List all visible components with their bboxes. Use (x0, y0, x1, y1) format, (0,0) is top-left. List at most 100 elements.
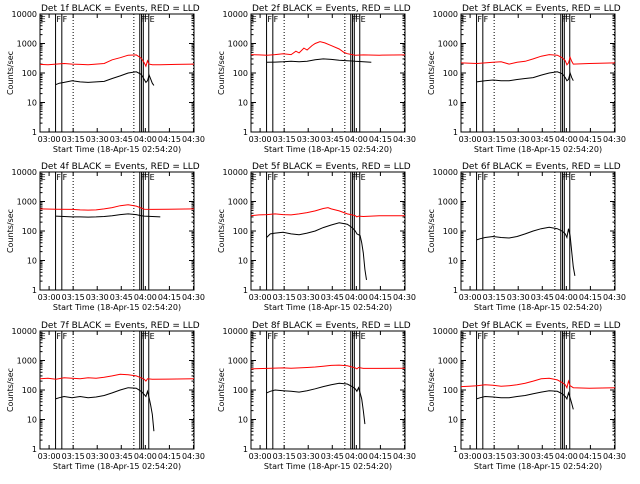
x-tick-label: 03:15 (483, 135, 506, 144)
interval-marker-label: F (352, 173, 357, 182)
x-tick-label: 04:15 (158, 135, 181, 144)
lld-series-line (460, 377, 616, 390)
y-tick-label: 1 (453, 286, 458, 295)
x-axis-label: Start Time (18-Apr-15 02:54:20) (53, 462, 181, 471)
y-tick-label: 100 (233, 69, 248, 78)
x-tick-label: 04:30 (393, 452, 416, 461)
interval-marker-label: E (462, 15, 467, 24)
x-tick-label: 03:30 (297, 452, 320, 461)
y-axis-label: Counts/sec (427, 51, 436, 95)
x-tick-label: 03:30 (507, 452, 530, 461)
x-tick-label: 03:45 (110, 293, 133, 302)
x-axis-label: Start Time (18-Apr-15 02:54:20) (474, 145, 602, 154)
y-tick-label: 1 (243, 128, 248, 137)
events-series-line (55, 387, 155, 432)
lld-series-line (39, 204, 195, 211)
interval-marker-label: F (267, 332, 272, 341)
y-tick-label: 100 (233, 386, 248, 395)
interval-marker-label: E (41, 15, 46, 24)
x-tick-label: 03:00 (38, 452, 61, 461)
y-tick-label: 10 (448, 99, 458, 108)
x-tick-label: 03:00 (459, 293, 482, 302)
y-tick-label: 10000 (223, 10, 248, 19)
interval-marker-label: F (355, 173, 360, 182)
x-axis-label: Start Time (18-Apr-15 02:54:20) (53, 303, 181, 312)
interval-marker-label: E (41, 173, 46, 182)
x-tick-label: 03:00 (459, 135, 482, 144)
y-tick-label: 10000 (433, 10, 458, 19)
y-tick-label: 10 (238, 416, 248, 425)
x-tick-label: 04:30 (603, 135, 626, 144)
events-series-line (476, 226, 576, 276)
interval-marker-label: F (56, 173, 61, 182)
x-tick-label: 03:30 (297, 293, 320, 302)
y-tick-label: 1000 (17, 198, 37, 207)
y-tick-label: 1000 (438, 357, 458, 366)
interval-marker-label: F (274, 173, 279, 182)
y-tick-label: 10 (448, 257, 458, 266)
det-panel-9: Det 9f BLACK = Events, RED = LLD 1 10 100 10… (427, 321, 626, 471)
x-tick-label: 04:30 (603, 452, 626, 461)
y-axis-label: Counts/sec (217, 51, 226, 95)
x-axis-label: Start Time (18-Apr-15 02:54:20) (264, 303, 392, 312)
y-tick-label: 10 (27, 99, 37, 108)
x-tick-label: 03:45 (531, 293, 554, 302)
events-series-line (55, 71, 155, 86)
interval-marker-label: F (355, 332, 360, 341)
y-tick-label: 10000 (433, 168, 458, 177)
y-tick-label: 10 (448, 416, 458, 425)
y-tick-label: 10000 (12, 10, 37, 19)
y-axis-label: Counts/sec (217, 209, 226, 253)
det-panel-7: Det 7f BLACK = Events, RED = LLD 1 10 100 10… (6, 321, 205, 471)
interval-marker-label: F (484, 173, 489, 182)
x-tick-label: 03:00 (459, 452, 482, 461)
y-tick-label: 1 (32, 286, 37, 295)
x-tick-label: 04:15 (369, 452, 392, 461)
plot-frame (250, 171, 406, 291)
panel-title: Det 2f BLACK = Events, RED = LLD (252, 4, 411, 14)
interval-marker-label: F (477, 173, 482, 182)
x-axis-label: Start Time (18-Apr-15 02:54:20) (264, 145, 392, 154)
interval-marker-label: F (56, 15, 61, 24)
x-axis-label: Start Time (18-Apr-15 02:54:20) (474, 462, 602, 471)
x-tick-label: 03:45 (321, 452, 344, 461)
x-tick-label: 03:15 (62, 452, 85, 461)
y-axis-label: Counts/sec (6, 51, 15, 95)
interval-marker-label: F (352, 15, 357, 24)
x-tick-label: 03:30 (86, 293, 109, 302)
x-tick-label: 04:30 (603, 293, 626, 302)
x-axis-label: Start Time (18-Apr-15 02:54:20) (474, 303, 602, 312)
interval-marker-label: F (141, 332, 146, 341)
x-tick-label: 04:30 (393, 293, 416, 302)
panel-title: Det 8f BLACK = Events, RED = LLD (252, 321, 411, 331)
det-panel-1: Det 1f BLACK = Events, RED = LLD 1 10 100 10… (6, 4, 205, 154)
det-panel-8: Det 8f BLACK = Events, RED = LLD 1 10 100 10… (217, 321, 416, 471)
x-tick-label: 04:00 (555, 293, 578, 302)
y-tick-label: 1 (453, 128, 458, 137)
x-tick-label: 04:30 (393, 135, 416, 144)
lld-series-line (250, 207, 405, 218)
x-tick-label: 03:00 (38, 293, 61, 302)
panel-title: Det 4f BLACK = Events, RED = LLD (41, 162, 200, 172)
interval-marker-label: F (565, 15, 570, 24)
panel-title: Det 6f BLACK = Events, RED = LLD (462, 162, 621, 172)
det-panel-6: Det 6f BLACK = Events, RED = LLD 1 10 100 10… (427, 162, 626, 312)
x-tick-label: 03:45 (321, 293, 344, 302)
events-series-line (476, 71, 574, 83)
x-tick-label: 03:00 (249, 452, 272, 461)
det-panel-5: Det 5f BLACK = Events, RED = LLD 1 10 100 10… (217, 162, 416, 312)
x-tick-label: 03:00 (249, 293, 272, 302)
x-tick-label: 03:15 (62, 293, 85, 302)
interval-marker-label: E (361, 332, 366, 341)
interval-marker-label: F (56, 332, 61, 341)
y-tick-label: 10000 (12, 327, 37, 336)
interval-marker-label: F (562, 15, 567, 24)
x-tick-label: 04:00 (345, 452, 368, 461)
events-series-line (266, 58, 372, 63)
plot-frame (460, 171, 616, 291)
x-tick-label: 03:15 (273, 135, 296, 144)
y-tick-label: 10 (238, 257, 248, 266)
interval-marker-label: E (462, 173, 467, 182)
det-panel-4: Det 4f BLACK = Events, RED = LLD 1 10 100 10… (6, 162, 205, 312)
